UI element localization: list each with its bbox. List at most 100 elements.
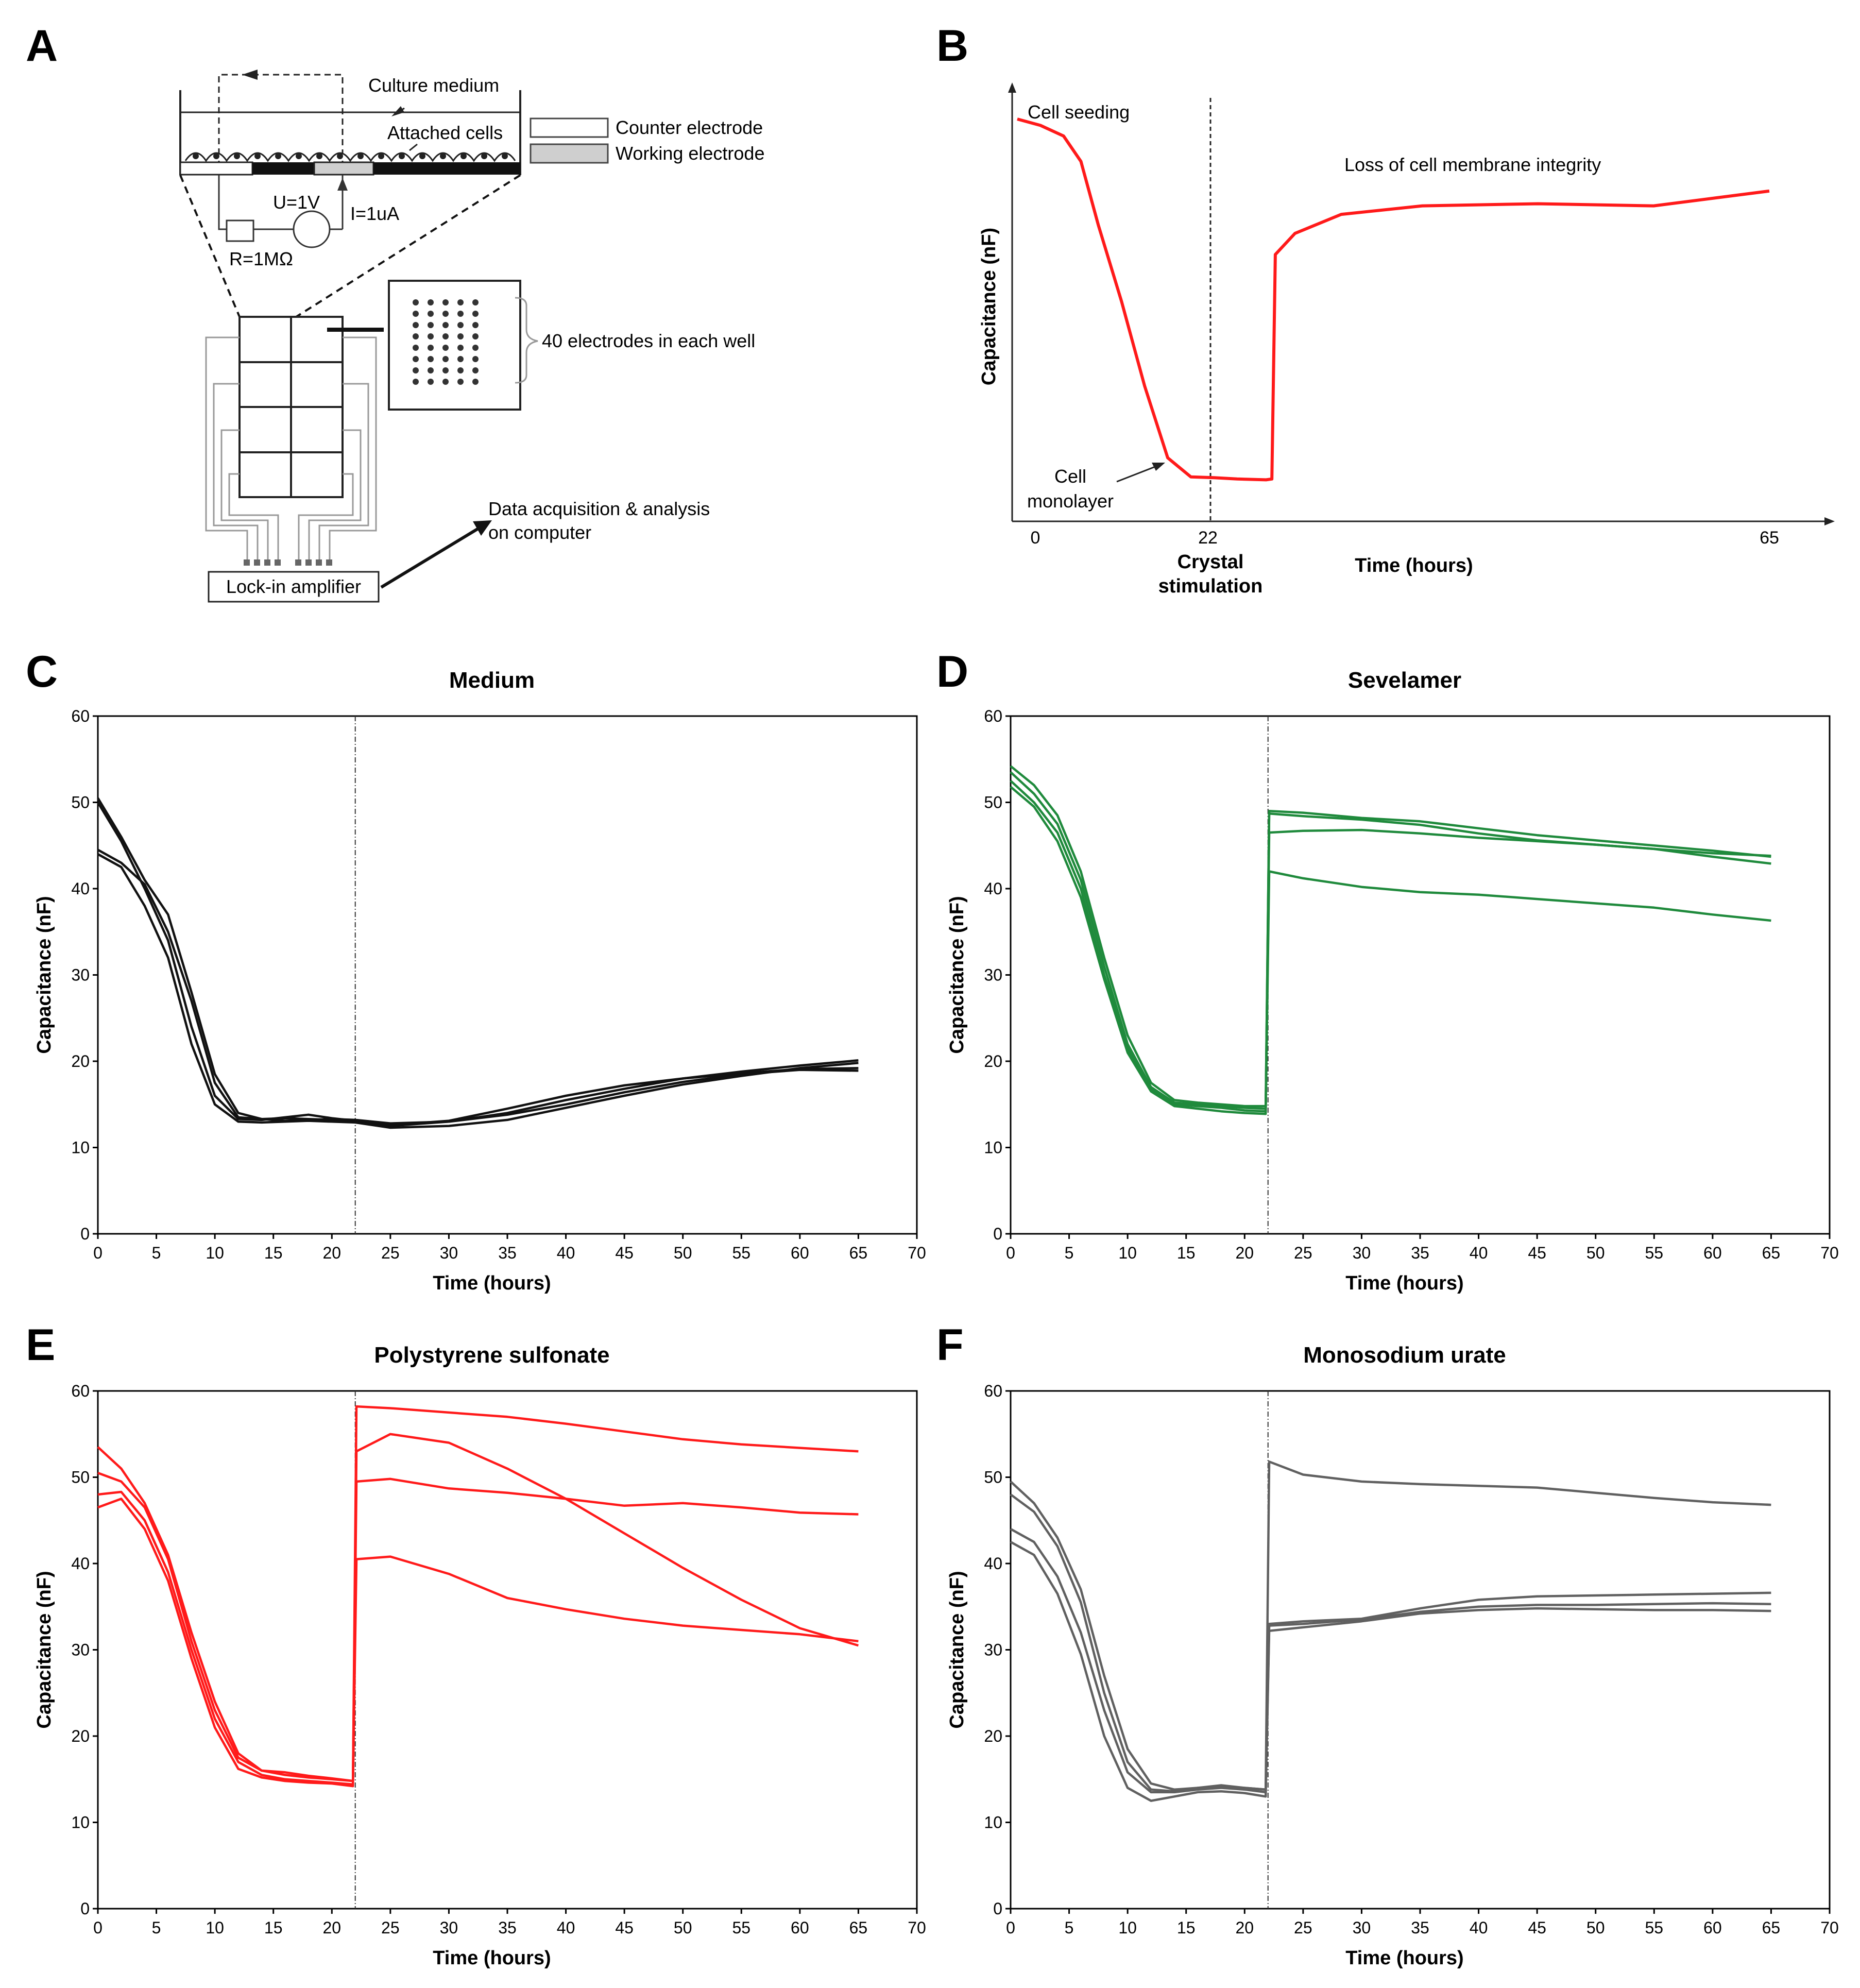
plot-frame: [1010, 715, 1831, 1235]
attached-cells-row: [184, 152, 516, 162]
x-tick-label: 20: [322, 1244, 341, 1262]
panel-a: A Culture medium: [26, 21, 764, 603]
y-tick-label: 30: [984, 1641, 1002, 1659]
electrode-dot: [472, 356, 479, 362]
chart-e-polystyrene-sulfonate: Polystyrene sulfonate 0 5 10 15 20 25 30 35 40 45 5…: [33, 1343, 926, 1969]
x-axis-label: Time (hours): [433, 1947, 551, 1969]
series-line: [97, 848, 859, 1125]
y-tick-label: 10: [984, 1139, 1002, 1157]
x-tick-label: 5: [1065, 1244, 1074, 1262]
x-tick-label: 60: [791, 1244, 809, 1262]
x-tick-label: 10: [206, 1244, 224, 1262]
x-tick-label: 30: [440, 1918, 458, 1937]
electrode-dot: [428, 322, 434, 328]
b-crystal-line2: stimulation: [1158, 575, 1263, 597]
electrode-dot: [472, 379, 479, 385]
x-tick-label: 25: [381, 1918, 400, 1937]
counter-electrode-label: Counter electrode: [616, 117, 763, 138]
electrode-dot: [457, 356, 464, 362]
computer-arrow: [380, 525, 483, 589]
x-tick-label: 15: [1177, 1244, 1196, 1262]
x-tick-label: 40: [1470, 1918, 1488, 1937]
working-electrode-label: Working electrode: [616, 143, 764, 164]
electrode-brace: [515, 297, 538, 384]
lockin-box: [208, 571, 380, 603]
x-tick-label: 45: [615, 1918, 634, 1937]
counter-electrode-swatch: [530, 117, 609, 138]
electrode-dot: [442, 356, 449, 362]
chart-title: Polystyrene sulfonate: [374, 1343, 609, 1368]
electrode-dot: [442, 322, 449, 328]
x-tick-label: 50: [1586, 1918, 1605, 1937]
b-cell-seeding-label: Cell seeding: [1028, 101, 1130, 123]
electrode-dot: [472, 322, 479, 328]
y-tick-label: 0: [993, 1899, 1002, 1918]
current-label: I=1uA: [350, 203, 399, 224]
x-tick-label: 65: [849, 1244, 868, 1262]
electrode-dot: [413, 345, 419, 351]
x-tick-label: 40: [557, 1244, 575, 1262]
electrode-dot: [413, 356, 419, 362]
electrode-dot: [413, 322, 419, 328]
panel-label-a: A: [26, 21, 58, 71]
b-tick-0: 0: [1031, 528, 1040, 548]
zoom-line-right: [295, 174, 521, 318]
x-tick-label: 70: [908, 1918, 926, 1937]
y-tick-label: 0: [80, 1899, 90, 1918]
x-tick-label: 30: [1353, 1918, 1371, 1937]
electrode-dot: [457, 333, 464, 339]
b-y-label: Capacitance (nF): [978, 228, 1000, 385]
electrode-dot: [428, 379, 434, 385]
series-line: [97, 1405, 859, 1782]
electrode-dot: [428, 311, 434, 317]
electrode-dot: [413, 299, 419, 305]
electrode-dot: [428, 333, 434, 339]
x-tick-label: 10: [1118, 1918, 1137, 1937]
series-line: [1010, 771, 1771, 1110]
x-tick-label: 20: [322, 1918, 341, 1937]
measurement-circuit: [218, 175, 348, 248]
x-tick-label: 70: [1820, 1244, 1839, 1262]
y-tick-label: 30: [71, 966, 90, 984]
x-tick-label: 0: [1006, 1244, 1015, 1262]
x-tick-label: 50: [1586, 1244, 1605, 1262]
electrode-dot: [457, 299, 464, 305]
y-tick-label: 40: [71, 1554, 90, 1573]
electrode-dot: [428, 356, 434, 362]
chart-c-medium: Medium 0 5 10 15 20 25 30 35 40 45 50 55 60 65 70 0 10 20 3…: [33, 668, 926, 1294]
x-tick-label: 70: [1820, 1918, 1839, 1937]
electrode-dot: [457, 379, 464, 385]
electrode-dot: [472, 333, 479, 339]
series-line: [1010, 1460, 1771, 1791]
y-tick-label: 40: [984, 879, 1002, 898]
x-tick-label: 15: [1177, 1918, 1196, 1937]
x-tick-label: 45: [615, 1244, 634, 1262]
b-loss-label: Loss of cell membrane integrity: [1344, 154, 1601, 175]
x-tick-label: 55: [732, 1918, 750, 1937]
data-acq-line1: Data acquisition & analysis: [488, 498, 710, 519]
x-tick-label: 5: [152, 1244, 161, 1262]
y-tick-label: 50: [984, 793, 1002, 812]
electrode-dot: [428, 345, 434, 351]
electrode-array-box: [388, 280, 521, 411]
b-crystal-line1: Crystal: [1178, 551, 1244, 573]
x-tick-label: 40: [557, 1918, 575, 1937]
y-axis-label: Capacitance (nF): [946, 1571, 968, 1728]
x-tick-label: 55: [1645, 1918, 1663, 1937]
series-line: [97, 1498, 859, 1788]
chart-b-plot: [1017, 117, 1770, 482]
panel-label-e: E: [26, 1320, 55, 1370]
electrode-dot: [442, 333, 449, 339]
x-tick-label: 60: [1703, 1244, 1722, 1262]
b-monolayer-arrow: [1116, 465, 1157, 483]
panel-label-b: B: [936, 21, 968, 71]
y-tick-label: 60: [984, 1382, 1002, 1400]
electrode-dot: [442, 311, 449, 317]
electrode-dot: [472, 311, 479, 317]
cell-nuclei: [193, 153, 508, 159]
plot-frame: [97, 715, 918, 1235]
eight-well-plate: [238, 316, 344, 498]
y-tick-label: 60: [71, 707, 90, 725]
y-tick-label: 60: [984, 707, 1002, 725]
